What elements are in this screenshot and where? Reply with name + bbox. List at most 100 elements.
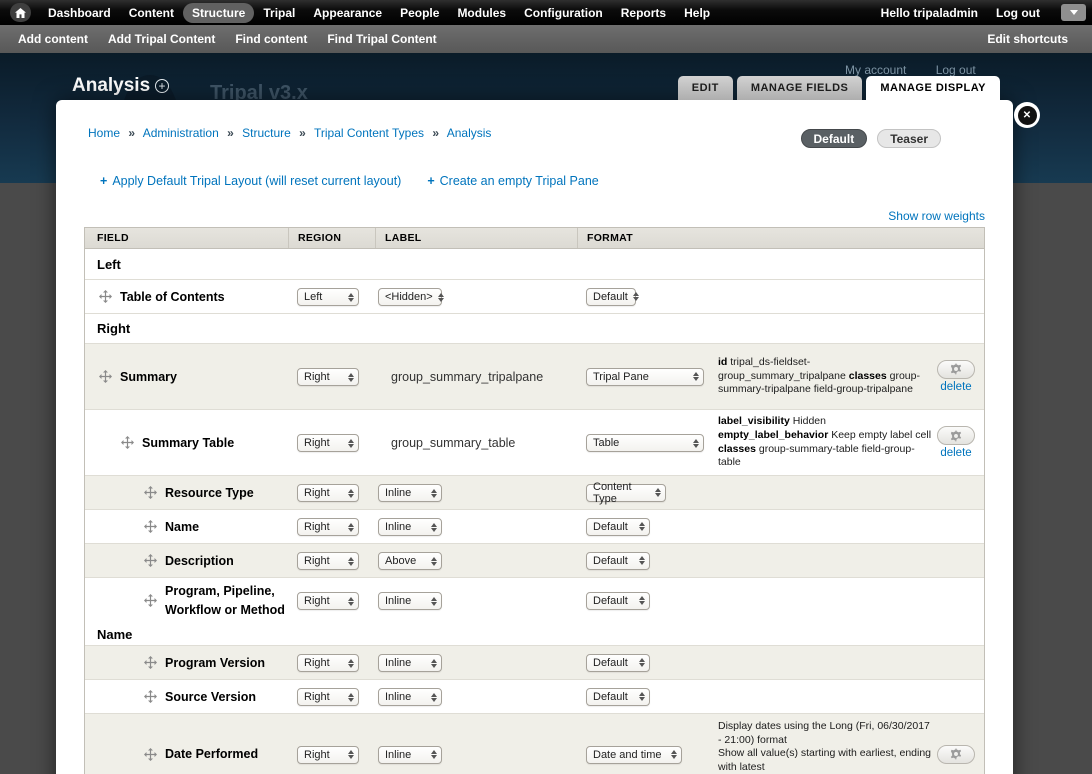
format-settings-button[interactable] — [937, 426, 975, 445]
toolbar-item-content[interactable]: Content — [128, 5, 175, 20]
select-stepper-icon — [431, 557, 437, 566]
toolbar-item-tripal[interactable]: Tripal — [263, 5, 296, 20]
format-select[interactable]: Default — [586, 653, 650, 672]
toolbar-item-help[interactable]: Help — [684, 5, 711, 20]
circle-plus-icon[interactable]: + — [155, 79, 169, 93]
toolbar-item-dashboard[interactable]: Dashboard — [48, 5, 111, 20]
toolbar-logout-link[interactable]: Log out — [996, 5, 1040, 20]
drag-handle-icon[interactable] — [144, 486, 157, 499]
edit-shortcuts-link[interactable]: Edit shortcuts — [987, 32, 1068, 46]
drag-handle-icon[interactable] — [144, 594, 157, 607]
header-logout-link[interactable]: Log out — [935, 63, 976, 77]
show-row-weights-link[interactable]: Show row weights — [888, 209, 985, 223]
region-select[interactable]: Right — [297, 434, 359, 452]
label-select[interactable]: Inline — [378, 592, 442, 610]
drag-handle-icon[interactable] — [144, 656, 157, 669]
table-row: Name Right Inline Default — [85, 509, 984, 543]
table-row: Program Version Right Inline Default — [85, 645, 984, 679]
select-stepper-icon — [348, 597, 354, 606]
format-select[interactable]: Default — [586, 687, 650, 706]
tab-edit[interactable]: EDIT — [677, 76, 733, 100]
region-select[interactable]: Right — [297, 745, 359, 764]
region-group-name: Name — [97, 626, 133, 642]
drag-handle-icon[interactable] — [121, 436, 134, 449]
region-select[interactable]: Right — [297, 654, 359, 672]
breadcrumb-administration[interactable]: Administration — [142, 126, 219, 140]
field-name: Program, Pipeline, Workflow or Method — [165, 584, 285, 617]
format-select[interactable]: Date and time — [586, 745, 682, 764]
view-mode-teaser-button[interactable]: Teaser — [877, 129, 941, 148]
format-settings-button[interactable] — [937, 744, 975, 764]
format-select[interactable]: Default — [586, 551, 650, 570]
shortcut-add-content[interactable]: Add content — [18, 32, 88, 46]
field-name: Source Version — [165, 689, 257, 704]
plus-icon: + — [100, 174, 108, 188]
format-select[interactable]: Default — [586, 517, 650, 536]
format-select[interactable]: Content Type — [586, 481, 666, 505]
table-row: Description Right Above Default — [85, 543, 984, 577]
select-stepper-icon — [431, 750, 437, 759]
drag-handle-icon[interactable] — [99, 370, 112, 383]
header-account-links: My account Log out — [845, 63, 1002, 77]
label-select[interactable]: Inline — [378, 654, 442, 672]
drag-handle-icon[interactable] — [144, 520, 157, 533]
create-tripal-pane-link[interactable]: + Create an empty Tripal Pane — [427, 174, 599, 188]
view-mode-default-button[interactable]: Default — [800, 129, 868, 148]
toolbar-item-appearance[interactable]: Appearance — [313, 5, 383, 20]
breadcrumb-home[interactable]: Home — [88, 126, 121, 140]
label-select[interactable]: Inline — [378, 745, 442, 764]
select-stepper-icon — [348, 557, 354, 566]
select-stepper-icon — [431, 523, 437, 532]
home-icon[interactable] — [10, 3, 31, 22]
select-stepper-icon — [348, 439, 354, 448]
breadcrumb-structure[interactable]: Structure — [242, 126, 291, 140]
shortcut-bar: Add content Add Tripal Content Find cont… — [0, 25, 1092, 53]
toolbar-item-structure[interactable]: Structure — [183, 2, 255, 23]
format-select[interactable]: Table — [586, 434, 704, 452]
label-select[interactable]: <Hidden> — [378, 288, 442, 306]
toolbar-item-people[interactable]: People — [400, 5, 440, 20]
region-select[interactable]: Right — [297, 552, 359, 570]
shortcut-find-tripal-content[interactable]: Find Tripal Content — [327, 32, 437, 46]
shortcut-find-content[interactable]: Find content — [235, 32, 308, 46]
delete-link[interactable]: delete — [940, 380, 972, 393]
column-header-region: REGION — [288, 228, 375, 248]
format-select[interactable]: Default — [586, 287, 639, 306]
region-select[interactable]: Right — [297, 368, 359, 386]
tab-manage-display[interactable]: MANAGE DISPLAY — [866, 76, 1000, 100]
table-row: Program, Pipeline, Workflow or Method Ri… — [85, 577, 984, 623]
region-select[interactable]: Right — [297, 518, 359, 536]
close-icon: ✕ — [1017, 105, 1037, 125]
label-select[interactable]: Inline — [378, 518, 442, 536]
drag-handle-icon[interactable] — [144, 554, 157, 567]
label-select[interactable]: Inline — [378, 688, 442, 706]
breadcrumb-separator: » — [299, 126, 306, 140]
drag-handle-icon[interactable] — [144, 690, 157, 703]
tab-manage-fields[interactable]: MANAGE FIELDS — [736, 76, 863, 100]
toolbar-item-configuration[interactable]: Configuration — [524, 5, 603, 20]
toolbar-toggle-button[interactable] — [1061, 4, 1086, 21]
region-select[interactable]: Right — [297, 688, 359, 706]
format-select[interactable]: Tripal Pane — [586, 367, 704, 386]
drag-handle-icon[interactable] — [99, 290, 112, 303]
my-account-link[interactable]: My account — [845, 63, 907, 77]
label-select[interactable]: Above — [378, 552, 442, 570]
format-select[interactable]: Default — [586, 591, 650, 610]
drag-handle-icon[interactable] — [144, 747, 157, 761]
breadcrumb-tripal-content-types[interactable]: Tripal Content Types — [313, 126, 425, 140]
region-select[interactable]: Right — [297, 484, 359, 502]
breadcrumb-analysis[interactable]: Analysis — [446, 126, 492, 140]
region-select[interactable]: Right — [297, 592, 359, 610]
select-stepper-icon — [348, 373, 354, 382]
region-select[interactable]: Left — [297, 288, 359, 306]
toolbar-item-reports[interactable]: Reports — [620, 5, 667, 20]
shortcut-add-tripal-content[interactable]: Add Tripal Content — [108, 32, 216, 46]
toolbar-item-modules[interactable]: Modules — [457, 5, 507, 20]
select-stepper-icon — [633, 292, 639, 301]
delete-link[interactable]: delete — [940, 447, 972, 459]
format-settings-button[interactable] — [937, 359, 975, 379]
label-select[interactable]: Inline — [378, 484, 442, 502]
overlay-close-button[interactable]: ✕ — [1014, 102, 1040, 128]
apply-default-layout-link[interactable]: + Apply Default Tripal Layout (will reset… — [100, 174, 402, 188]
format-settings-summary: label_visibility Hidden empty_label_beha… — [718, 415, 932, 469]
